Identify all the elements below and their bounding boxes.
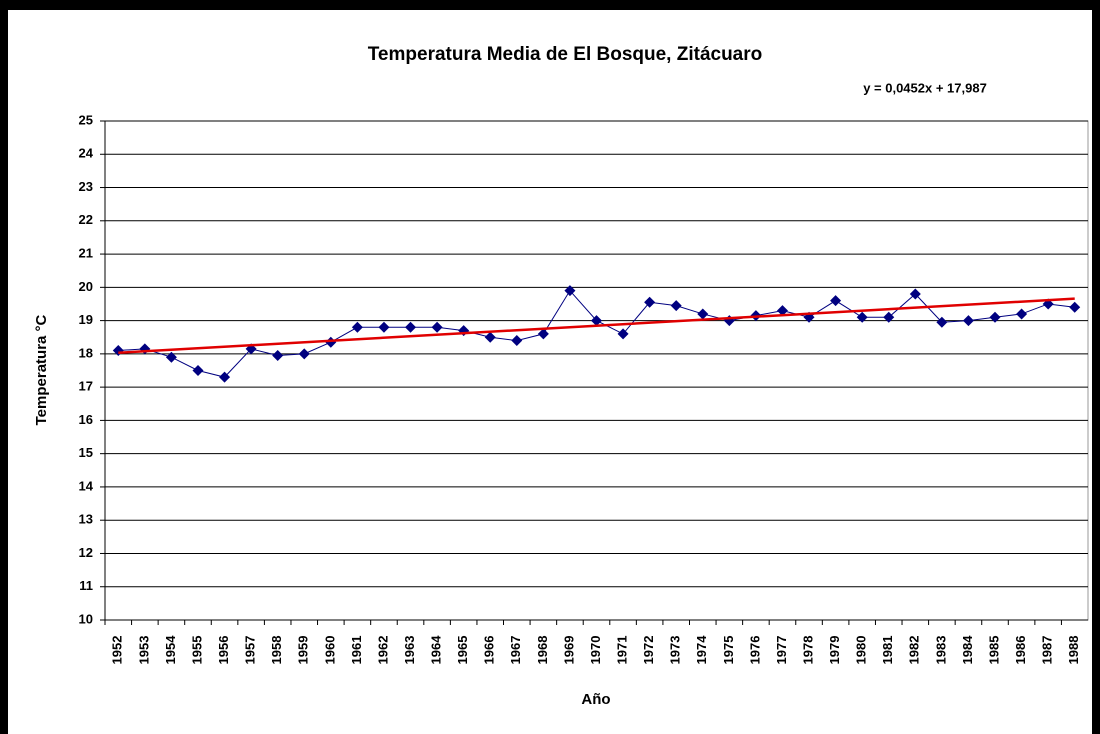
data-point (936, 316, 948, 328)
y-tick-label: 14 (79, 478, 94, 493)
x-tick-label: 1952 (110, 636, 125, 665)
data-point (351, 321, 363, 333)
x-tick-label: 1972 (641, 636, 656, 665)
x-tick-label: 1974 (694, 635, 709, 665)
data-point (617, 328, 629, 340)
x-tick-label: 1988 (1066, 636, 1081, 665)
data-point (431, 321, 443, 333)
y-tick-label: 25 (79, 112, 93, 127)
x-tick-label: 1980 (854, 636, 869, 665)
data-point (644, 296, 656, 308)
data-point (962, 315, 974, 327)
data-point (378, 321, 390, 333)
data-point (1016, 308, 1028, 320)
data-point (989, 311, 1001, 323)
x-tick-label: 1978 (800, 636, 815, 665)
x-tick-label: 1981 (880, 636, 895, 665)
trendline-equation: y = 0,0452x + 17,987 (863, 80, 987, 95)
y-tick-label: 18 (79, 345, 93, 360)
y-tick-label: 11 (79, 578, 93, 593)
data-point (697, 308, 709, 320)
x-tick-label: 1961 (349, 636, 364, 665)
x-tick-label: 1962 (375, 636, 390, 665)
x-tick-label: 1957 (243, 636, 258, 665)
y-axis-label: Temperatura °C (33, 314, 50, 425)
x-tick-label: 1987 (1040, 636, 1055, 665)
data-point (564, 285, 576, 297)
data-point (219, 371, 231, 383)
x-tick-label: 1983 (933, 636, 948, 665)
x-tick-label: 1973 (668, 636, 683, 665)
y-tick-label: 20 (79, 279, 93, 294)
x-tick-label: 1960 (322, 636, 337, 665)
data-point (537, 328, 549, 340)
chart-title: Temperatura Media de El Bosque, Zitácuar… (368, 44, 763, 65)
x-tick-label: 1986 (1013, 636, 1028, 665)
x-tick-label: 1965 (455, 636, 470, 665)
x-tick-label: 1958 (269, 636, 284, 665)
x-tick-label: 1959 (296, 636, 311, 665)
x-tick-label: 1984 (960, 635, 975, 665)
x-tick-label: 1970 (588, 636, 603, 665)
data-point (511, 335, 523, 347)
y-tick-label: 17 (79, 379, 93, 394)
x-tick-label: 1975 (721, 636, 736, 665)
x-tick-label: 1955 (189, 636, 204, 665)
x-tick-label: 1964 (429, 635, 444, 665)
data-point (883, 311, 895, 323)
x-tick-label: 1967 (508, 636, 523, 665)
x-tick-label: 1985 (986, 636, 1001, 665)
data-point (484, 331, 496, 343)
y-tick-label: 16 (79, 412, 93, 427)
data-point (1069, 301, 1081, 313)
x-tick-label: 1954 (163, 635, 178, 665)
y-tick-label: 13 (79, 512, 93, 527)
data-point (909, 288, 921, 300)
x-tick-label: 1971 (615, 636, 630, 665)
data-point (591, 315, 602, 327)
data-point (776, 305, 788, 317)
data-point (192, 365, 204, 376)
x-tick-label: 1966 (482, 636, 497, 665)
data-point (405, 321, 417, 333)
data-point (298, 348, 310, 360)
y-tick-label: 15 (79, 445, 93, 460)
y-tick-label: 22 (79, 212, 93, 227)
x-axis-label: Año (581, 691, 610, 708)
trendline (118, 297, 1075, 355)
y-tick-label: 21 (79, 246, 93, 261)
x-tick-label: 1953 (136, 636, 151, 665)
data-point (165, 351, 177, 363)
data-point (830, 295, 842, 307)
x-tick-label: 1979 (827, 636, 842, 665)
x-tick-label: 1977 (774, 636, 789, 665)
y-tick-label: 19 (79, 312, 93, 327)
y-tick-label: 12 (79, 545, 93, 560)
x-tick-label: 1956 (216, 636, 231, 665)
x-tick-label: 1963 (402, 636, 417, 665)
x-tick-label: 1968 (535, 636, 550, 665)
x-tick-label: 1982 (907, 636, 922, 665)
data-point (272, 350, 284, 362)
data-point (670, 300, 682, 312)
y-tick-label: 24 (79, 146, 94, 161)
data-point (856, 311, 868, 323)
plot-area (104, 120, 1089, 621)
x-tick-label: 1969 (561, 636, 576, 665)
y-tick-label: 23 (79, 179, 93, 194)
x-tick-label: 1976 (747, 636, 762, 665)
y-tick-label: 10 (79, 611, 93, 626)
